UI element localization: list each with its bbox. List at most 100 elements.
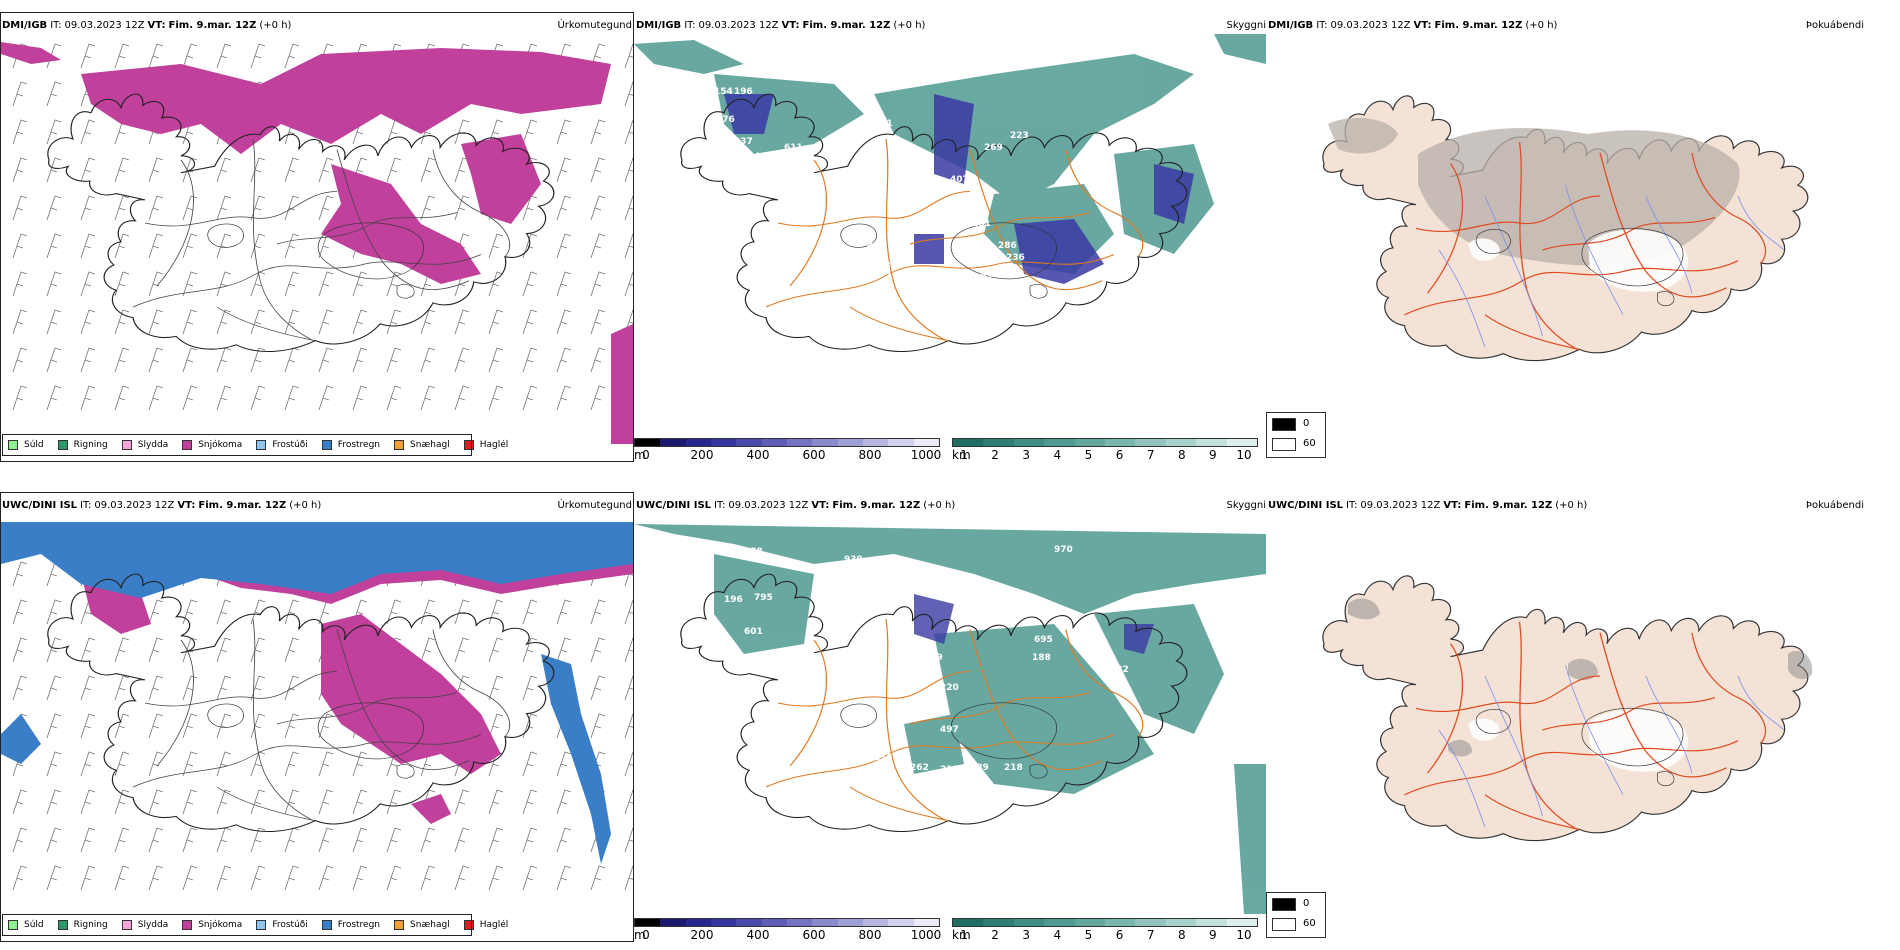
vt-label: VT: bbox=[177, 500, 196, 511]
visibility-map[interactable]: 288 196 795 601 939 970 275 695 188 272 206 229 220 4… bbox=[634, 514, 1266, 914]
field-name: Úrkomutegund bbox=[557, 20, 632, 31]
map-value-label: 782 bbox=[1110, 665, 1129, 675]
fog-map[interactable] bbox=[1268, 514, 1868, 924]
field-name: Skyggni bbox=[1226, 500, 1266, 511]
map-value-label: 407 bbox=[950, 175, 969, 185]
legend-label: Frostúði bbox=[272, 440, 308, 450]
colorbar-tick: 400 bbox=[746, 928, 770, 942]
visibility-map[interactable]: 154 1961123762374146114212002231731551831… bbox=[634, 34, 1266, 434]
legend-label: Súld bbox=[24, 440, 44, 450]
model-name: UWC/DINI ISL bbox=[2, 500, 78, 511]
map-value-label: 967 bbox=[1018, 47, 1037, 57]
map-value-label: 161 bbox=[972, 219, 991, 229]
colorbar-tick: 1 bbox=[960, 928, 968, 942]
precip-type-panel: UWC/DINI ISL IT: 09.03.2023 12Z VT: Fim. 9.m… bbox=[0, 492, 634, 942]
fog-legend-label: 0 bbox=[1303, 898, 1310, 909]
map-value-label: 229 bbox=[924, 653, 943, 663]
map-value-label: 206 bbox=[888, 641, 907, 651]
field-name: Þokuábendi bbox=[1805, 20, 1864, 31]
legend-item: Snæhagl bbox=[394, 920, 450, 930]
map-value-label: 218 bbox=[1004, 763, 1023, 773]
glacier-outline bbox=[207, 222, 425, 299]
legend-swatch bbox=[321, 440, 332, 450]
panel-header: DMI/IGB IT: 09.03.2023 12Z VT: Fim. 9.mar. 1… bbox=[636, 20, 925, 31]
legend-label: Slydda bbox=[137, 440, 169, 450]
legend-item: Frostregn bbox=[321, 920, 380, 930]
map-value-label: 196 bbox=[734, 87, 753, 97]
legend-label: Snæhagl bbox=[410, 440, 450, 450]
glacier-outline bbox=[840, 702, 1058, 779]
low-visibility-area bbox=[634, 524, 1266, 914]
map-value-label: 211 bbox=[940, 765, 959, 775]
colorbar-tick: 9 bbox=[1209, 448, 1217, 462]
precip-legend: Súld Rigning Slydda Snjókoma Frostúði Frostre… bbox=[8, 440, 522, 450]
legend-item: Haglél bbox=[463, 440, 508, 450]
colorbar-tick: 200 bbox=[690, 448, 714, 462]
map-value-label: 288 bbox=[744, 547, 763, 557]
river-network bbox=[1438, 665, 1785, 828]
vt-label: VT: bbox=[811, 500, 830, 511]
it-label: IT: bbox=[50, 20, 62, 31]
vt-label: VT: bbox=[147, 20, 166, 31]
lead-time: (+0 h) bbox=[923, 500, 956, 511]
colorbar-tick: 2 bbox=[991, 928, 999, 942]
panel-header: UWC/DINI ISL IT: 09.03.2023 12Z VT: Fim. 9.m… bbox=[2, 500, 321, 511]
panel-header: UWC/DINI ISL IT: 09.03.2023 12Z VT: Fim. 9.m… bbox=[636, 500, 955, 511]
precip-map[interactable] bbox=[1, 514, 633, 924]
precip-legend: Súld Rigning Slydda Snjókoma Frostúði Frostre… bbox=[8, 920, 522, 930]
map-value-label: 421 bbox=[874, 119, 893, 129]
map-value-label: 223 bbox=[916, 155, 935, 165]
fog-legend-label: 60 bbox=[1303, 438, 1316, 449]
fog-map[interactable] bbox=[1268, 34, 1868, 444]
fog-area bbox=[1348, 598, 1813, 757]
glacier-outline bbox=[1475, 227, 1684, 307]
map-value-label: 236 bbox=[1006, 253, 1025, 263]
vt-value: Fim. 9.mar. 12Z bbox=[1464, 500, 1553, 511]
it-value: 09.03.2023 12Z bbox=[698, 20, 779, 31]
colorbar-tick: 800 bbox=[858, 448, 882, 462]
colorbar-tick: 10 bbox=[1236, 448, 1252, 462]
lead-time: (+0 h) bbox=[259, 20, 292, 31]
iceland-coastline bbox=[680, 93, 1188, 353]
visibility-labels: 288 196 795 601 939 970 275 695 188 272 206 229 220 4… bbox=[724, 545, 1129, 775]
map-value-label: 275 bbox=[1044, 607, 1063, 617]
visibility-panel: DMI/IGB IT: 09.03.2023 12Z VT: Fim. 9.mar. 1… bbox=[634, 12, 1268, 462]
map-value-label: 237 bbox=[734, 137, 753, 147]
map-value-label: 286 bbox=[998, 241, 1017, 251]
map-value-label: 261 bbox=[962, 195, 981, 205]
legend-item: Frostregn bbox=[321, 440, 380, 450]
map-value-label: 215 bbox=[874, 753, 893, 763]
panel-header: DMI/IGB IT: 09.03.2023 12Z VT: Fim. 9.mar. 1… bbox=[2, 20, 291, 31]
legend-item: Frostúði bbox=[256, 920, 308, 930]
glacier-outline bbox=[207, 702, 425, 779]
legend-swatch bbox=[182, 440, 193, 450]
legend-swatch bbox=[321, 920, 332, 930]
map-value-label: 105 bbox=[886, 271, 905, 281]
map-value-label: 262 bbox=[910, 763, 929, 773]
it-value: 09.03.2023 12Z bbox=[94, 500, 175, 511]
legend-label: Snjókoma bbox=[198, 920, 243, 930]
colorbar-strip bbox=[634, 918, 940, 927]
map-value-label: 223 bbox=[1010, 131, 1029, 141]
map-value-label: 611 bbox=[784, 143, 803, 153]
legend-label: Haglél bbox=[479, 920, 509, 930]
precip-map[interactable] bbox=[1, 34, 633, 444]
colorbar-tick: 1000 bbox=[910, 928, 942, 942]
fog-indicator-panel: UWC/DINI ISL IT: 09.03.2023 12Z VT: Fim. 9.m… bbox=[1268, 492, 1900, 942]
visibility-labels: 154 1961123762374146114212002231731551831… bbox=[696, 47, 1037, 283]
map-value-label: 154 bbox=[714, 87, 733, 97]
map-value-label: 939 bbox=[844, 555, 863, 565]
map-value-label: 196 bbox=[724, 595, 743, 605]
colorbar-tick: 600 bbox=[802, 448, 826, 462]
it-value: 09.03.2023 12Z bbox=[64, 20, 145, 31]
map-value-label: 958 bbox=[930, 57, 949, 67]
colorbar-tick: 4 bbox=[1053, 448, 1062, 462]
colorbar-tick: 0 bbox=[642, 448, 650, 462]
legend-swatch bbox=[8, 440, 18, 450]
legend-swatch bbox=[394, 920, 405, 930]
map-value-label: 220 bbox=[940, 683, 959, 693]
panel-header: DMI/IGB IT: 09.03.2023 12Z VT: Fim. 9.mar. 1… bbox=[1268, 20, 1557, 31]
fog-legend-swatch bbox=[1272, 918, 1296, 931]
colorbar-tick: 6 bbox=[1115, 928, 1124, 942]
model-name: DMI/IGB bbox=[2, 20, 48, 31]
